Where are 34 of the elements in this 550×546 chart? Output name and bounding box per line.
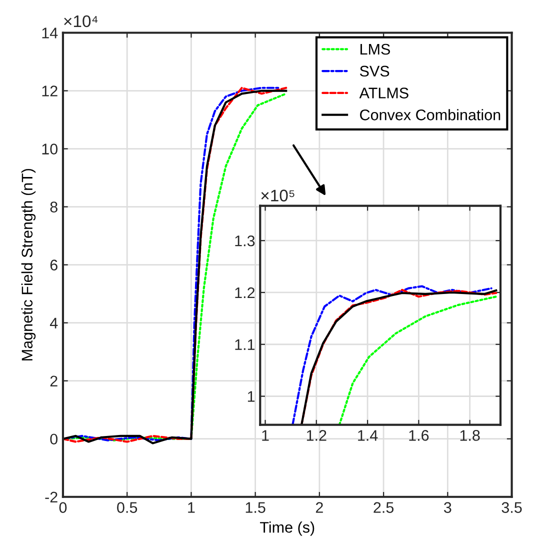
x-tick-label: 1.5 bbox=[246, 502, 266, 513]
x-tick-label: 1.8 bbox=[460, 430, 480, 441]
y-tick-label: 14 bbox=[42, 28, 58, 38]
x-tick-label: 1 bbox=[262, 430, 269, 441]
y-tick-label: 1.3 bbox=[235, 235, 255, 246]
legend-label: ATLMS bbox=[359, 88, 408, 98]
y-tick-label: 12 bbox=[42, 86, 58, 96]
x-tick-label: 0 bbox=[59, 502, 67, 513]
x-tick-label: 0.5 bbox=[117, 502, 138, 513]
y-tick-label: 1.1 bbox=[235, 339, 255, 350]
legend-label: Convex Combination bbox=[360, 109, 500, 120]
x-tick-label: 1 bbox=[188, 502, 195, 513]
text: ×10⁴ bbox=[64, 15, 98, 28]
y-tick-label: 2 bbox=[50, 376, 58, 386]
y-tick-label: 6 bbox=[50, 260, 58, 270]
legend-label: SVS bbox=[360, 66, 390, 77]
x-tick-label: 1.2 bbox=[306, 430, 326, 441]
annotation: ×10⁵ bbox=[261, 190, 294, 202]
y-tick-label: 1 bbox=[248, 391, 255, 402]
x-tick-label: 1.6 bbox=[409, 430, 429, 441]
y-axis-title: Magnetic Field Strength (nT) bbox=[21, 168, 36, 360]
x-axis-title: Time (s) bbox=[260, 522, 314, 536]
y-tick-label: 1.2 bbox=[235, 287, 255, 298]
x-tick-label: 3 bbox=[444, 502, 452, 513]
y-tick-label: 10 bbox=[42, 144, 58, 154]
x-tick-label: 2 bbox=[316, 502, 323, 513]
y-tick-label: -2 bbox=[45, 492, 58, 502]
line-series bbox=[338, 296, 498, 425]
y-tick-label: 8 bbox=[50, 202, 58, 212]
x-tick-label: 1.4 bbox=[358, 430, 378, 441]
x-tick-label: 2.5 bbox=[374, 502, 394, 513]
y-tick-label: 4 bbox=[50, 318, 58, 328]
x-tick-label: 3.5 bbox=[502, 502, 522, 513]
legend-label: LMS bbox=[360, 44, 390, 55]
